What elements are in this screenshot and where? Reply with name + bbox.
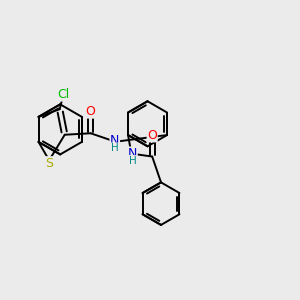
Text: Cl: Cl (57, 88, 70, 101)
Text: N: N (128, 147, 137, 160)
Text: N: N (110, 134, 119, 147)
Text: S: S (45, 157, 53, 170)
Text: H: H (111, 143, 119, 153)
Text: H: H (129, 156, 136, 166)
Text: O: O (86, 105, 96, 118)
Text: O: O (147, 129, 157, 142)
